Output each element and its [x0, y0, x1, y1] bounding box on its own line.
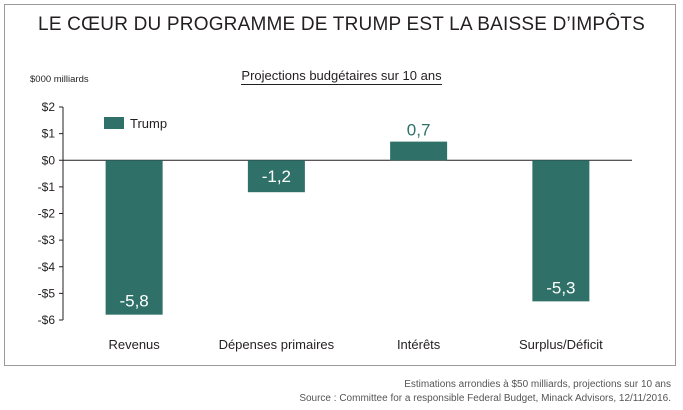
bar — [105, 160, 163, 315]
y-tick-label: $0 — [42, 153, 56, 167]
x-category-label: Surplus/Déficit — [519, 337, 603, 352]
y-tick-label: -$2 — [38, 207, 56, 221]
bar — [247, 160, 305, 193]
y-tick-label: -$3 — [38, 233, 56, 247]
bar — [390, 141, 448, 161]
x-category-label: Revenus — [108, 337, 160, 352]
bar — [532, 160, 590, 302]
y-axis-unit-label: $000 milliards — [30, 74, 89, 85]
y-tick-label: -$6 — [38, 313, 56, 327]
y-tick-label: $2 — [42, 100, 56, 114]
y-tick-label: -$4 — [38, 260, 56, 274]
chart-subtitle-text: Projections budgétaires sur 10 ans — [241, 68, 442, 85]
y-tick-label: -$1 — [38, 180, 56, 194]
legend-swatch — [104, 117, 124, 129]
legend-label: Trump — [130, 116, 167, 131]
x-category-label: Intérêts — [397, 337, 441, 352]
bar-value-label: -1,2 — [262, 167, 291, 186]
chart-title: LE CŒUR DU PROGRAMME DE TRUMP EST LA BAI… — [38, 14, 645, 35]
chart-subtitle: Projections budgétaires sur 10 ans — [0, 68, 683, 85]
footnote-source: Source : Committee for a responsible Fed… — [299, 393, 671, 404]
y-tick-label: $1 — [42, 127, 56, 141]
bar-value-label: 0,7 — [407, 121, 431, 140]
footnote-estimates: Estimations arrondies à $50 milliards, p… — [404, 379, 671, 390]
bar-value-label: -5,8 — [119, 292, 148, 311]
y-tick-label: -$5 — [38, 286, 56, 300]
x-category-label: Dépenses primaires — [219, 337, 335, 352]
bar-value-label: -5,3 — [546, 278, 575, 297]
